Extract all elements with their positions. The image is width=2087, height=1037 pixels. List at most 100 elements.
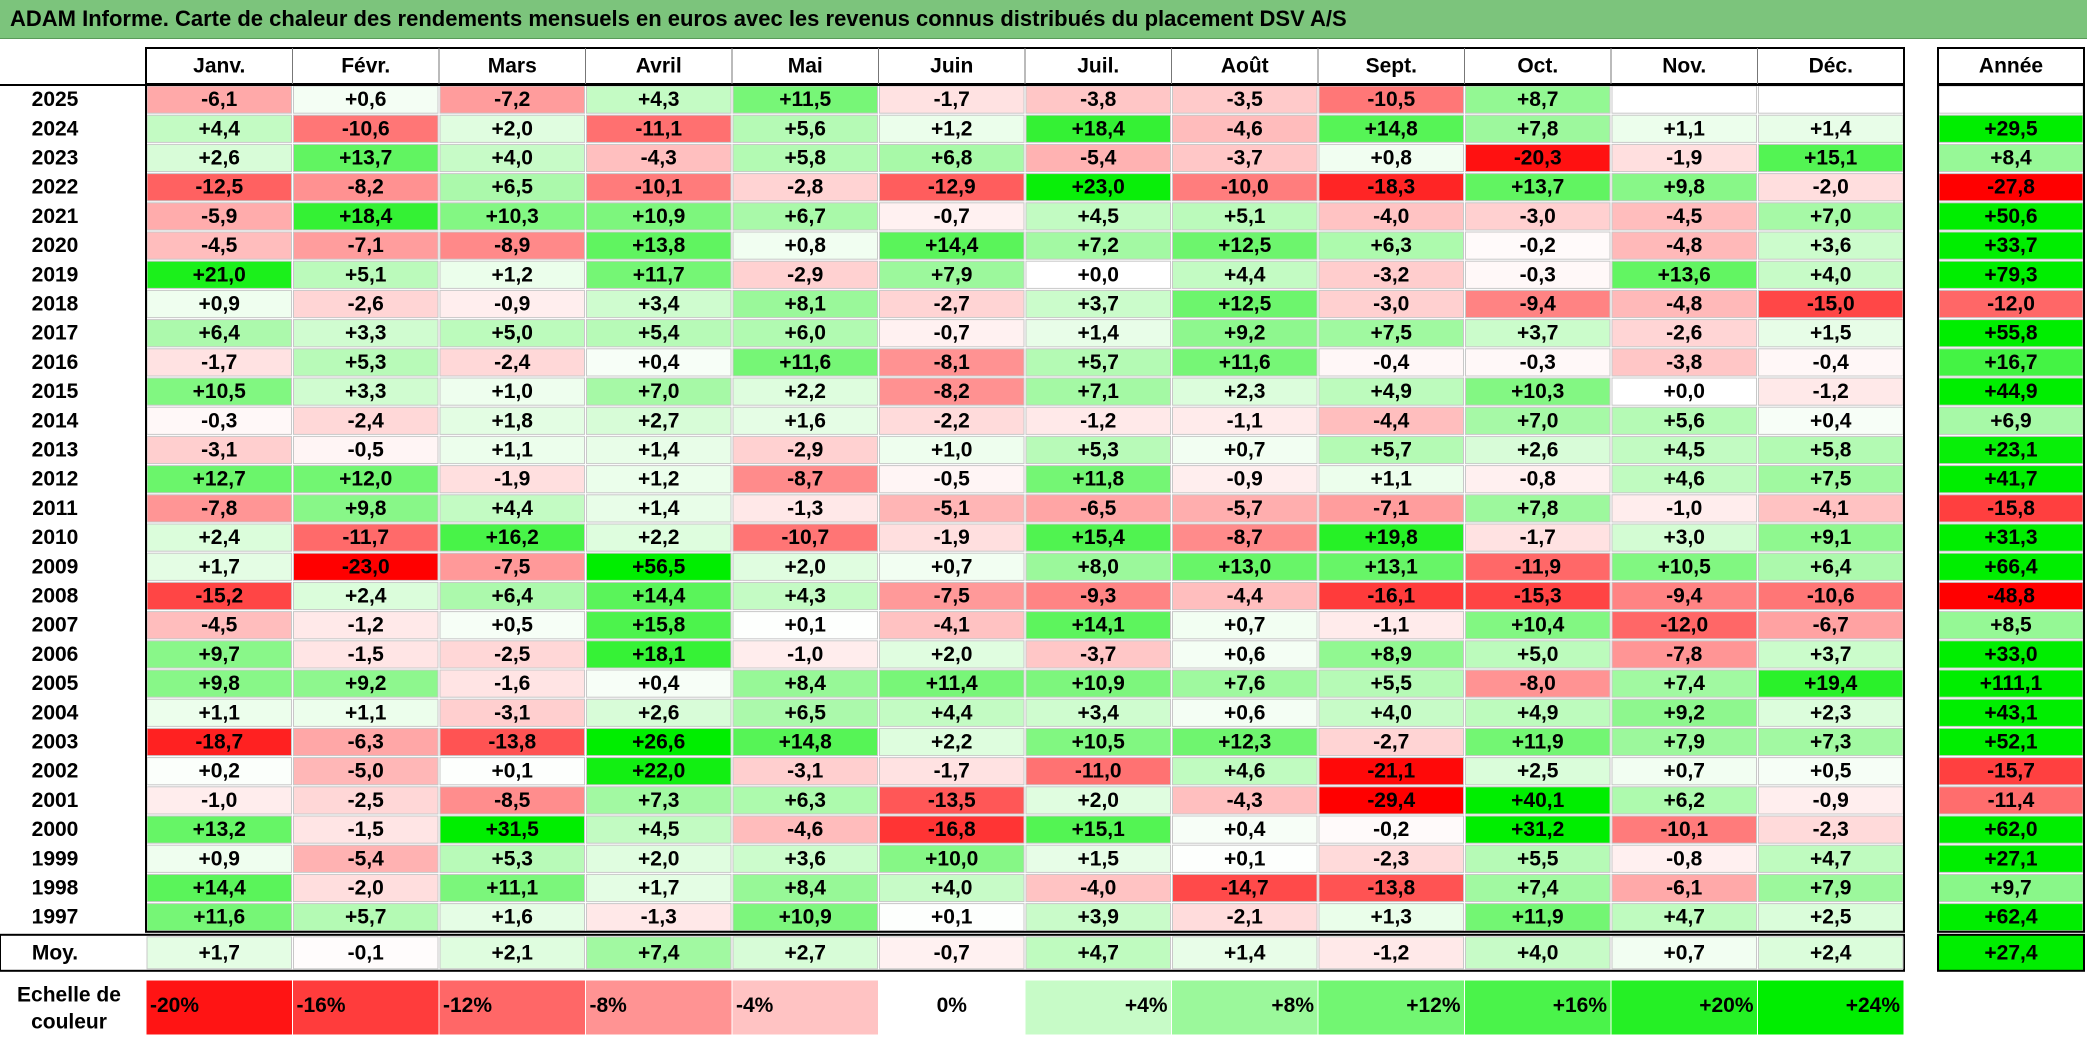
scale-step-label: -16% — [297, 994, 346, 1017]
heatmap-cell — [1611, 173, 1757, 202]
heatmap-cell-value: +0,1 — [492, 760, 534, 783]
heatmap-cell — [293, 669, 439, 698]
heatmap-cell-value: +4,9 — [1517, 701, 1558, 724]
heatmap-cell-value: -1,7 — [201, 351, 237, 374]
heatmap-cell-value: -2,0 — [1813, 176, 1849, 199]
row-year-label: 2024 — [32, 117, 79, 140]
annual-cell-value: +29,5 — [1984, 117, 2037, 140]
heatmap-cell — [732, 815, 878, 844]
grid-frame — [145, 84, 1905, 933]
heatmap-cell — [1172, 494, 1318, 523]
heatmap-cell — [1172, 581, 1318, 611]
heatmap-cell-value: +3,6 — [785, 847, 826, 870]
average-cell-value: +2,1 — [492, 941, 534, 964]
row-year-label: 2022 — [32, 176, 79, 199]
heatmap-cell — [1758, 757, 1904, 786]
heatmap-cell-value: +40,1 — [1511, 789, 1564, 812]
heatmap-cell — [439, 698, 585, 727]
heatmap-cell — [586, 289, 732, 319]
heatmap-cell — [146, 669, 292, 698]
heatmap-cell-value: -4,4 — [1373, 409, 1410, 432]
heatmap-cell-value: -18,3 — [1367, 176, 1415, 199]
average-cell — [1758, 936, 1904, 970]
heatmap-cell-value: -10,0 — [1221, 176, 1269, 199]
annual-cell — [1938, 757, 2084, 786]
heatmap-cell — [1758, 143, 1904, 173]
heatmap-cell — [586, 348, 732, 377]
heatmap-cell-value: +1,4 — [1078, 322, 1120, 345]
heatmap-cell — [1611, 202, 1757, 231]
row-year-label: 2003 — [32, 731, 79, 754]
heatmap-cell — [1318, 640, 1464, 669]
average-cell — [732, 936, 878, 970]
heatmap-cell-value: +0,4 — [638, 672, 680, 695]
heatmap-cell — [146, 698, 292, 727]
heatmap-cell-value: +5,1 — [345, 263, 387, 286]
heatmap-cell-value: -3,1 — [787, 760, 824, 783]
heatmap-cell — [586, 143, 732, 173]
heatmap-cell — [879, 523, 1025, 552]
scale-swatch — [731, 979, 879, 1036]
heatmap-cell-value: +2,0 — [638, 847, 679, 870]
heatmap-cell — [439, 727, 585, 757]
heatmap-cell-value: +3,4 — [638, 293, 680, 316]
heatmap-cell-value: +3,9 — [1078, 906, 1119, 929]
row-year-label: 2009 — [32, 555, 79, 578]
heatmap-cell-value: -1,6 — [494, 672, 530, 695]
heatmap-cell — [1611, 727, 1757, 757]
heatmap-cell-value: -2,3 — [1813, 818, 1849, 841]
heatmap-cell-value: -10,5 — [1367, 88, 1415, 111]
heatmap-cell-value: -4,0 — [1373, 205, 1409, 228]
heatmap-cell — [1172, 844, 1318, 873]
heatmap-cell — [293, 844, 439, 873]
heatmap-cell — [732, 669, 878, 698]
heatmap-cell — [1172, 435, 1318, 465]
heatmap-cell — [732, 260, 878, 289]
heatmap-cell — [1318, 143, 1464, 173]
heatmap-cell-value: +6,7 — [785, 205, 826, 228]
heatmap-cell-value: +18,4 — [1072, 117, 1125, 140]
heatmap-cell-value: +11,9 — [1512, 731, 1564, 754]
annual-cell — [1938, 640, 2084, 669]
heatmap-cell — [586, 581, 732, 611]
heatmap-cell — [732, 786, 878, 815]
heatmap-cell — [439, 786, 585, 815]
heatmap-cell — [293, 611, 439, 640]
heatmap-cell — [293, 815, 439, 844]
heatmap-cell-value: -3,7 — [1227, 147, 1263, 170]
average-cell-value: +7,4 — [638, 941, 680, 964]
heatmap-cell-value: +0,6 — [345, 88, 386, 111]
heatmap-cell — [1465, 173, 1611, 202]
scale-swatch — [145, 979, 293, 1036]
heatmap-cell-value: +11,6 — [1219, 351, 1271, 374]
heatmap-cell — [1318, 757, 1464, 786]
average-cell — [146, 936, 292, 970]
heatmap-cell — [586, 85, 732, 114]
heatmap-cell — [146, 143, 292, 173]
heatmap-cell — [1318, 406, 1464, 435]
heatmap-cell — [879, 348, 1025, 377]
heatmap-cell-value: +4,6 — [1664, 468, 1705, 491]
heatmap-cell — [293, 552, 439, 581]
heatmap-cell — [1172, 757, 1318, 786]
heatmap-cell-value: +13,6 — [1658, 263, 1711, 286]
heatmap-cell-value: +7,4 — [1517, 877, 1559, 900]
heatmap-cell — [146, 552, 292, 581]
annual-cell — [1938, 202, 2084, 231]
heatmap-cell — [586, 786, 732, 815]
heatmap-cell — [1172, 669, 1318, 698]
heatmap-cell-value: -10,6 — [342, 117, 390, 140]
heatmap-cell — [1465, 231, 1611, 260]
heatmap-cell — [586, 844, 732, 873]
heatmap-cell — [1611, 873, 1757, 903]
row-year-label: 1999 — [32, 847, 79, 870]
scale-step-label: +24% — [1846, 994, 1901, 1017]
annual-cell — [1938, 143, 2084, 173]
annual-frame — [1937, 84, 2085, 933]
heatmap-cell-value: -2,6 — [348, 293, 384, 316]
heatmap-cell-value: -6,1 — [201, 88, 238, 111]
heatmap-cell — [1025, 85, 1171, 114]
heatmap-cell-value: -1,5 — [348, 818, 385, 841]
scale-step-label: -4% — [736, 994, 774, 1017]
heatmap-cell — [439, 289, 585, 319]
